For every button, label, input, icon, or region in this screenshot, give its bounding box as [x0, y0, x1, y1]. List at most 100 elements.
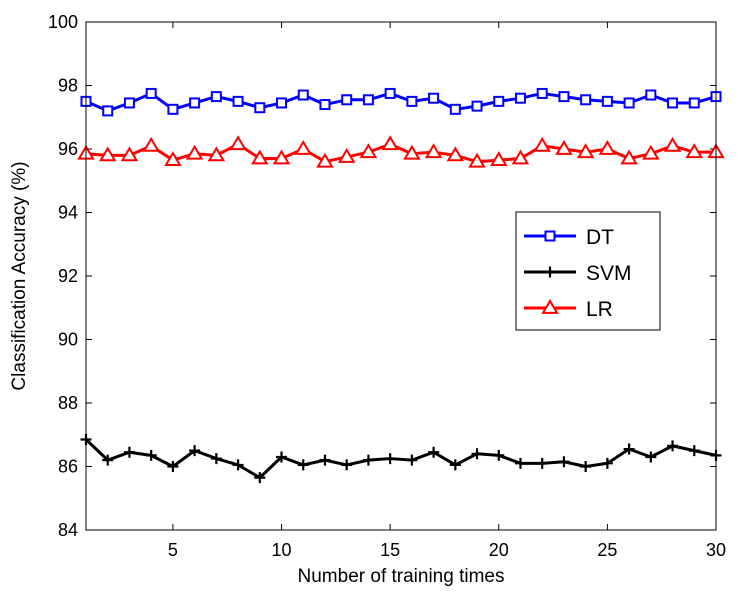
x-tick-label: 25 — [597, 540, 617, 560]
y-tick-label: 92 — [58, 266, 78, 286]
data-point-dt — [688, 97, 700, 109]
data-point-dt — [601, 95, 613, 107]
y-tick-label: 94 — [58, 203, 78, 223]
data-point-lr — [359, 143, 378, 159]
data-point-svm — [471, 448, 483, 460]
data-point-svm — [580, 461, 592, 472]
data-point-svm — [536, 457, 548, 469]
series-layer — [77, 87, 725, 484]
data-point-dt — [297, 89, 309, 101]
legend-marker-lr — [541, 299, 559, 314]
y-tick-label: 84 — [58, 520, 78, 540]
data-point-svm — [297, 459, 309, 471]
data-point-svm — [558, 456, 570, 468]
legend-item-dt: DT — [524, 226, 614, 249]
y-tick-label: 88 — [58, 393, 78, 413]
data-point-lr — [207, 146, 226, 162]
data-point-dt — [623, 97, 635, 109]
legend: DT SVM LR — [515, 211, 661, 331]
data-point-lr — [663, 136, 682, 152]
legend-label-lr: LR — [586, 298, 613, 321]
x-tick-label: 5 — [168, 540, 178, 560]
data-point-dt — [319, 99, 331, 111]
data-point-svm — [341, 459, 353, 471]
data-point-lr — [598, 140, 617, 155]
x-tick-label: 30 — [706, 540, 726, 560]
data-point-lr — [381, 135, 399, 151]
data-point-lr — [316, 152, 334, 168]
data-point-lr — [490, 151, 508, 167]
legend-item-lr: LR — [524, 298, 613, 321]
data-point-dt — [471, 100, 483, 112]
data-point-dt — [428, 92, 440, 104]
data-point-lr — [620, 149, 638, 165]
data-point-lr — [511, 149, 530, 165]
data-point-svm — [254, 472, 266, 484]
data-point-svm — [428, 446, 440, 458]
y-tick-label: 86 — [58, 457, 78, 477]
data-point-svm — [384, 453, 396, 465]
legend-item-svm: SVM — [524, 262, 632, 285]
data-point-svm — [232, 459, 244, 471]
legend-marker-dt — [544, 230, 556, 242]
data-point-svm — [167, 461, 179, 472]
plot-frame — [85, 21, 717, 531]
series-dt — [80, 87, 722, 117]
y-tick-label: 98 — [58, 76, 78, 96]
data-point-dt — [384, 87, 396, 99]
y-tick-label: 90 — [58, 330, 78, 350]
data-point-lr — [555, 140, 573, 155]
series-lr — [77, 135, 725, 168]
data-point-svm — [449, 459, 461, 471]
data-point-svm — [645, 451, 657, 463]
data-point-dt — [123, 97, 135, 109]
data-point-dt — [536, 87, 548, 99]
data-point-lr — [642, 144, 660, 160]
data-point-lr — [120, 146, 139, 162]
data-point-dt — [232, 95, 244, 107]
data-point-lr — [424, 143, 443, 159]
data-point-svm — [514, 457, 526, 469]
data-point-lr — [272, 149, 291, 165]
series-svm — [80, 434, 722, 484]
data-point-lr — [98, 146, 117, 162]
data-point-lr — [229, 135, 247, 151]
data-point-dt — [580, 94, 592, 106]
data-point-lr — [142, 136, 160, 152]
data-point-svm — [601, 457, 613, 469]
series-line-svm — [84, 438, 717, 480]
data-point-lr — [576, 143, 595, 159]
data-point-lr — [251, 149, 269, 165]
data-point-dt — [341, 94, 353, 106]
y-tick-label: 100 — [48, 12, 78, 32]
data-point-svm — [667, 440, 679, 452]
data-point-svm — [688, 445, 700, 457]
data-point-svm — [210, 453, 222, 465]
x-tick-label: 10 — [272, 540, 292, 560]
legend-label-dt: DT — [586, 226, 614, 249]
data-point-lr — [337, 147, 356, 163]
data-point-lr — [294, 140, 312, 155]
data-point-lr — [468, 152, 486, 168]
data-point-dt — [254, 102, 266, 114]
data-point-lr — [533, 136, 551, 152]
data-point-dt — [558, 91, 570, 103]
data-point-svm — [102, 454, 114, 466]
data-point-dt — [514, 92, 526, 104]
data-point-dt — [449, 103, 461, 115]
data-point-svm — [123, 446, 135, 458]
data-point-lr — [185, 144, 204, 160]
data-point-dt — [145, 87, 157, 99]
data-point-svm — [145, 449, 157, 461]
legend-items: DT SVM LR — [524, 226, 632, 321]
data-point-dt — [493, 95, 505, 107]
data-point-svm — [623, 443, 635, 455]
data-point-lr — [403, 144, 421, 160]
data-point-dt — [406, 95, 418, 107]
data-point-svm — [362, 454, 374, 466]
data-point-lr — [164, 151, 182, 167]
data-point-dt — [667, 97, 679, 109]
legend-label-svm: SVM — [586, 262, 632, 285]
x-axis-title: Number of training times — [298, 566, 505, 587]
y-axis-ticks: 84 86 88 90 92 94 96 98 100 — [48, 12, 716, 540]
